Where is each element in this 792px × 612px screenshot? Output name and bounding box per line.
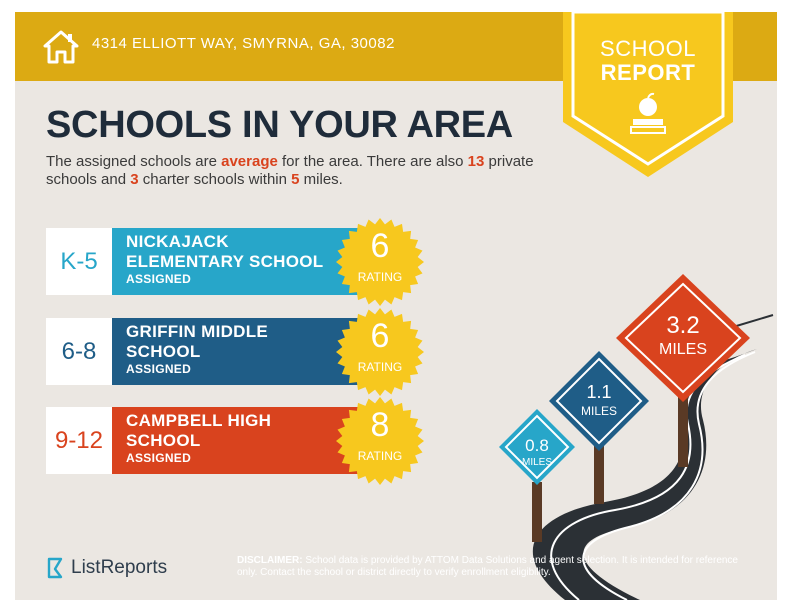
- summary-text-3: private schools and: [46, 153, 534, 188]
- school-report-card: 4314 ELLIOTT WAY, SMYRNA, GA, 30082 SCHO…: [15, 12, 777, 600]
- summary-text-4: charter schools within: [138, 171, 292, 188]
- summary-radius: 5: [291, 171, 300, 188]
- rating-value: 6: [370, 317, 390, 355]
- listreports-logo-icon: [47, 557, 63, 579]
- school-report-badge: [563, 12, 733, 177]
- summary-charter-count: 3: [130, 171, 139, 188]
- summary-private-count: 13: [467, 153, 485, 170]
- school-name: GRIFFIN MIDDLE SCHOOL: [126, 322, 269, 361]
- schools-summary: The assigned schools are average for the…: [46, 153, 566, 189]
- summary-text-1: The assigned schools are: [46, 153, 222, 170]
- grade-range: K-5: [46, 228, 112, 295]
- sign-post: [594, 434, 604, 504]
- grade-range: 9-12: [46, 407, 112, 474]
- disclaimer-text: School data is provided by ATTOM Data So…: [237, 555, 738, 578]
- sign-value: 3.2: [666, 312, 699, 339]
- distance-sign-near: 0.8 MILES: [499, 409, 575, 485]
- listreports-logo: ListReports: [45, 557, 167, 579]
- logo-text: ListReports: [71, 557, 168, 578]
- summary-quality: average: [221, 153, 278, 170]
- sign-value: 1.1: [586, 382, 611, 402]
- property-address: 4314 ELLIOTT WAY, SMYRNA, GA, 30082: [92, 35, 395, 52]
- sign-unit: MILES: [659, 341, 707, 358]
- grade-range: 6-8: [46, 318, 112, 385]
- house-icon: [43, 30, 79, 64]
- rating-seal: [336, 218, 424, 306]
- sign-value: 0.8: [525, 436, 549, 455]
- school-name: NICKAJACK ELEMENTARY SCHOOL: [126, 232, 324, 271]
- sign-unit: MILES: [522, 457, 552, 468]
- school-row-high: 9-12 CAMPBELL HIGH SCHOOL ASSIGNED 8 RAT…: [46, 397, 436, 485]
- page-title: SCHOOLS IN YOUR AREA: [46, 104, 513, 146]
- rating-seal: [336, 308, 424, 396]
- rating-label: RATING: [357, 449, 403, 463]
- summary-text-2: for the area. There are also: [277, 153, 468, 170]
- sign-post: [532, 482, 542, 542]
- school-row-elementary: K-5 NICKAJACK ELEMENTARY SCHOOL ASSIGNED…: [46, 218, 436, 306]
- assigned-status: ASSIGNED: [126, 362, 192, 376]
- school-name: CAMPBELL HIGH SCHOOL: [126, 411, 272, 450]
- rating-label: RATING: [357, 270, 403, 284]
- school-bar: GRIFFIN MIDDLE SCHOOL ASSIGNED: [112, 318, 368, 385]
- road: [532, 349, 757, 600]
- sign-unit: MILES: [581, 404, 617, 418]
- rating-seal: [336, 397, 424, 485]
- sign-post: [678, 387, 688, 467]
- disclaimer-label: DISCLAIMER:: [237, 555, 303, 566]
- disclaimer: DISCLAIMER: School data is provided by A…: [237, 555, 747, 579]
- assigned-status: ASSIGNED: [126, 272, 192, 286]
- badge-title-line1: SCHOOL: [600, 36, 696, 61]
- distance-sign-mid: 1.1 MILES: [549, 351, 649, 451]
- school-bar: NICKAJACK ELEMENTARY SCHOOL ASSIGNED: [112, 228, 368, 295]
- school-row-middle: 6-8 GRIFFIN MIDDLE SCHOOL ASSIGNED 6 RAT…: [46, 308, 436, 396]
- rating-value: 6: [370, 227, 390, 265]
- badge-title-line2: REPORT: [600, 60, 696, 85]
- rating-label: RATING: [357, 360, 403, 374]
- assigned-status: ASSIGNED: [126, 451, 192, 465]
- distance-sign-far: 3.2 MILES: [616, 274, 750, 402]
- summary-text-5: miles.: [299, 171, 343, 188]
- road-distance-illustration: 0.8 MILES 1.1 MILES 3.2 MILES: [499, 274, 774, 600]
- road-edge-line: [582, 351, 756, 600]
- apple-on-book-icon: [630, 92, 666, 134]
- rating-value: 8: [370, 406, 390, 444]
- school-bar: CAMPBELL HIGH SCHOOL ASSIGNED: [112, 407, 368, 474]
